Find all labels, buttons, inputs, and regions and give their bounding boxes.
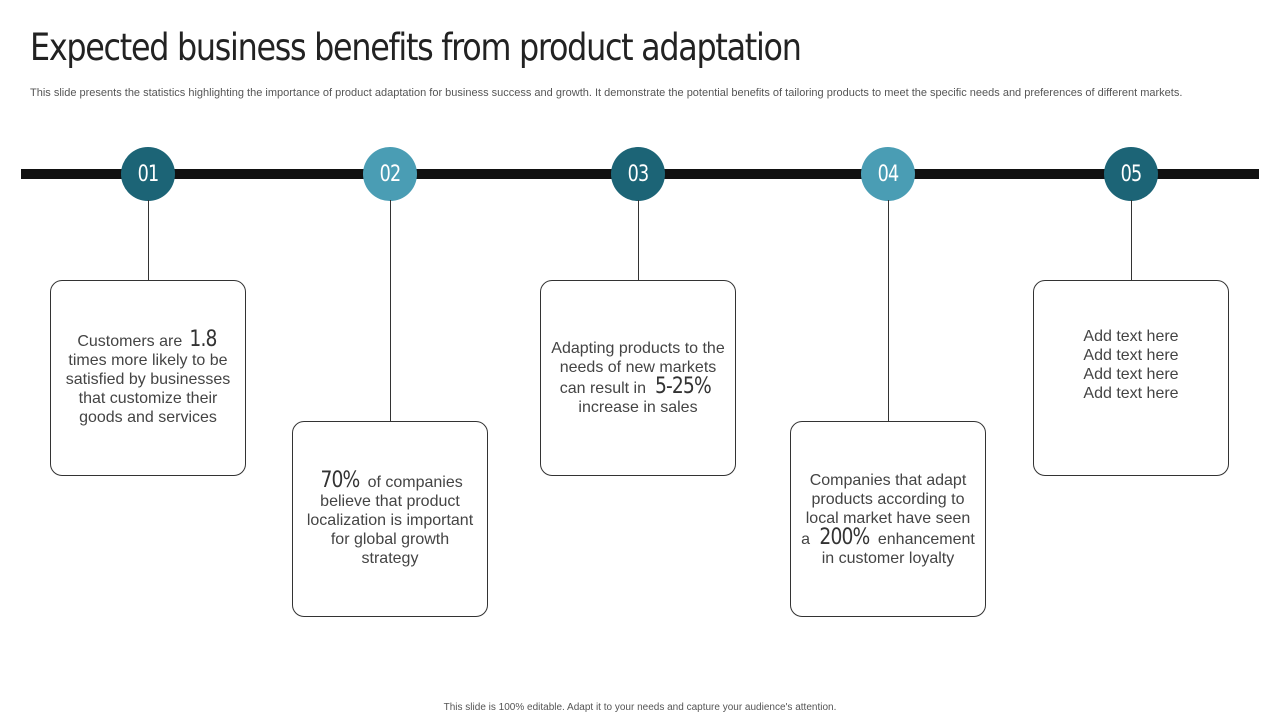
step-marker-01: 01 <box>121 147 175 201</box>
benefit-card-01: Customers are 1.8 times more likely to b… <box>50 280 246 476</box>
benefit-card-04: Companies that adapt products according … <box>790 421 986 617</box>
step-marker-04: 04 <box>861 147 915 201</box>
benefit-text-03: Adapting products to the needs of new ma… <box>551 340 725 416</box>
benefit-stat-03: 5-25% <box>655 374 712 399</box>
benefit-stat-04: 200% <box>818 524 870 550</box>
footer-note: This slide is 100% editable. Adapt it to… <box>443 702 837 713</box>
benefit-text-02: 70% of companies believe that product lo… <box>306 467 474 567</box>
benefit-card-03: Adapting products to the needs of new ma… <box>540 280 736 476</box>
benefit-card-05: Add text here Add text here Add text her… <box>1033 280 1229 476</box>
benefit-text-04: Companies that adapt products according … <box>801 471 975 567</box>
benefit-card-02: 70% of companies believe that product lo… <box>292 421 488 617</box>
placeholder-line: Add text here <box>1083 328 1179 345</box>
connector-04 <box>888 200 889 421</box>
step-marker-03: 03 <box>611 147 665 201</box>
benefit-stat-01: 1.8 <box>189 326 217 352</box>
benefit-text-01: Customers are 1.8 times more likely to b… <box>65 326 231 426</box>
placeholder-line: Add text here <box>1083 347 1179 364</box>
placeholder-text-05: Add text here Add text here Add text her… <box>1083 327 1178 403</box>
step-marker-05: 05 <box>1104 147 1158 201</box>
connector-05 <box>1131 200 1132 280</box>
benefit-stat-02: 70% <box>320 467 361 493</box>
step-marker-02: 02 <box>363 147 417 201</box>
connector-03 <box>638 200 639 280</box>
page-title: Expected business benefits from product … <box>30 26 802 69</box>
page-subtitle: This slide presents the statistics highl… <box>30 87 1183 99</box>
connector-02 <box>390 200 391 421</box>
placeholder-line: Add text here <box>1083 366 1179 383</box>
placeholder-line: Add text here <box>1083 385 1179 402</box>
connector-01 <box>148 200 149 280</box>
